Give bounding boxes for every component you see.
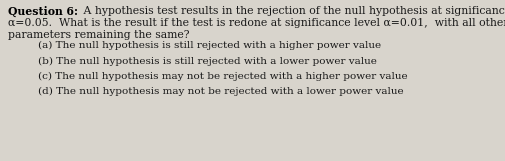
Text: α=0.05.  What is the result if the test is redone at significance level α=0.01, : α=0.05. What is the result if the test i…	[8, 18, 505, 28]
Text: (a) The null hypothesis is still rejected with a higher power value: (a) The null hypothesis is still rejecte…	[38, 41, 381, 50]
Text: Question 6:: Question 6:	[8, 6, 78, 17]
Text: (b) The null hypothesis is still rejected with a lower power value: (b) The null hypothesis is still rejecte…	[38, 57, 377, 66]
Text: A hypothesis test results in the rejection of the null hypothesis at significanc: A hypothesis test results in the rejecti…	[80, 6, 505, 16]
Text: parameters remaining the same?: parameters remaining the same?	[8, 30, 189, 40]
Text: (d) The null hypothesis may not be rejected with a lower power value: (d) The null hypothesis may not be rejec…	[38, 87, 403, 96]
Text: (c) The null hypothesis may not be rejected with a higher power value: (c) The null hypothesis may not be rejec…	[38, 72, 408, 81]
